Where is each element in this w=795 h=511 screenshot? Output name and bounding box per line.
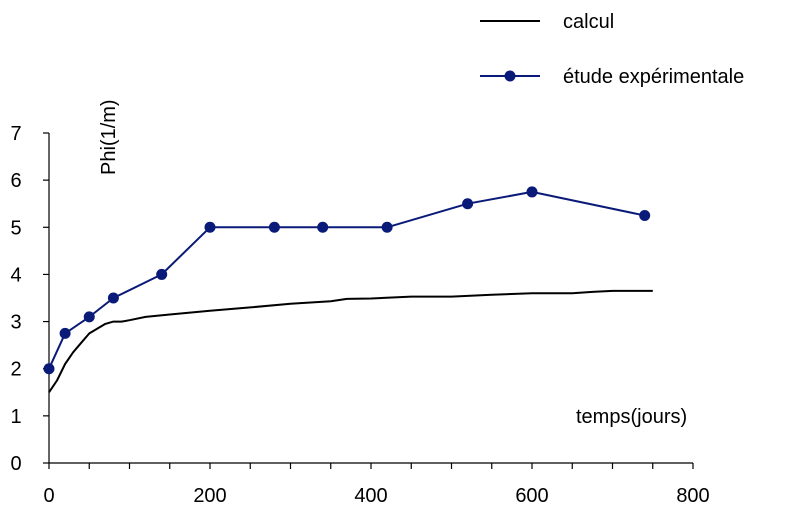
data-point (639, 210, 651, 221)
data-point (204, 221, 216, 233)
data-point (268, 221, 280, 233)
legend-label-calcul: calcul (563, 11, 614, 33)
x-tick-label: 400 (354, 485, 387, 507)
legend-marker-experimental (504, 70, 516, 82)
y-tick-label: 0 (10, 453, 21, 475)
y-tick-label: 5 (10, 217, 21, 239)
y-tick-label: 6 (10, 170, 21, 192)
data-point (156, 268, 168, 280)
data-point (381, 221, 393, 233)
y-tick-label: 7 (10, 123, 21, 145)
x-tick-label: 800 (676, 485, 709, 507)
x-tick-label: 0 (43, 485, 54, 507)
series-line-experimental (48, 190, 645, 370)
data-point (59, 327, 71, 339)
y-tick-label: 2 (10, 359, 21, 381)
data-point (43, 363, 55, 375)
x-tick-label: 600 (515, 485, 548, 507)
y-tick-label: 1 (10, 406, 21, 428)
data-point (462, 198, 474, 210)
y-axis-title: Phi(1/m) (98, 99, 120, 175)
series-line-calcul (48, 289, 653, 393)
data-point (317, 221, 329, 233)
x-axis-title: temps(jours) (576, 406, 687, 428)
x-tick-label: 200 (193, 485, 226, 507)
series-layer (43, 186, 653, 393)
labels-layer: Phi(1/m) temps(jours) (98, 99, 687, 428)
y-tick-label: 3 (10, 312, 21, 334)
data-point (83, 311, 95, 323)
data-point (526, 186, 538, 198)
axes: 0 1 2 3 4 5 6 7 0 200 400 600 800 (10, 123, 709, 507)
data-point (107, 292, 119, 304)
legend-label-experimental: étude expérimentale (563, 66, 744, 88)
legend: calcul étude expérimentale (480, 11, 744, 88)
y-tick-label: 4 (10, 264, 21, 286)
